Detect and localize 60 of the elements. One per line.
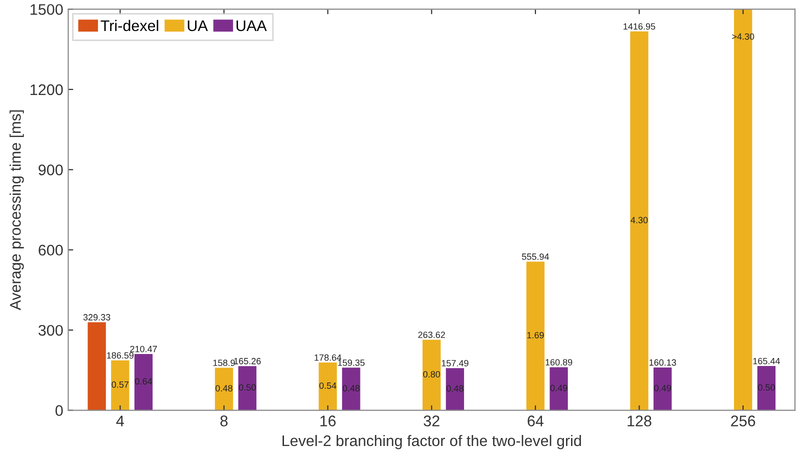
annotation: 0.48 xyxy=(342,385,360,392)
data-label: 1416.95 xyxy=(624,23,656,30)
x-tick-label: 8 xyxy=(220,416,228,426)
y-tick-label: 1500 xyxy=(30,4,63,15)
bar xyxy=(526,262,545,410)
x-tick-label: 32 xyxy=(424,416,440,426)
data-label: 186.59 xyxy=(107,352,134,359)
bar xyxy=(111,360,130,410)
bar xyxy=(446,368,464,410)
annotation: 0.64 xyxy=(135,378,152,385)
x-tick-label: 64 xyxy=(528,416,544,426)
data-label: 210.47 xyxy=(130,346,157,352)
y-tick-label: 1200 xyxy=(30,84,63,96)
annotation: 4.30 xyxy=(630,216,648,224)
x-tick-label: 16 xyxy=(320,416,336,426)
bar xyxy=(134,354,153,410)
data-label: 263.62 xyxy=(418,332,445,338)
legend-label: UAA xyxy=(236,20,267,32)
y-tick-label: 0 xyxy=(55,405,63,416)
x-tick-label: 4 xyxy=(116,416,124,426)
data-label: 158.9 xyxy=(213,360,235,366)
bar xyxy=(734,9,752,410)
annotation: 0.48 xyxy=(216,385,232,392)
legend-label: Tri-dexel xyxy=(100,20,158,32)
annotation: 0.49 xyxy=(654,384,671,392)
bar xyxy=(550,367,568,410)
bar xyxy=(630,31,648,410)
data-label: 160.89 xyxy=(546,359,572,366)
x-axis-title: Level-2 branching factor of the two-level grid xyxy=(282,434,581,450)
y-tick-label: 600 xyxy=(38,244,63,256)
bar xyxy=(318,362,337,410)
bar xyxy=(88,322,106,410)
legend-label: UA xyxy=(188,20,208,32)
bar xyxy=(238,366,256,410)
data-label: 165.26 xyxy=(234,358,261,364)
annotation: 1.69 xyxy=(527,332,544,338)
bar xyxy=(422,340,441,410)
y-tick-label: 900 xyxy=(38,164,63,176)
data-label: 159.35 xyxy=(338,360,365,366)
annotation: 0.50 xyxy=(758,384,775,391)
data-label: 178.64 xyxy=(314,354,342,361)
annotation: 0.57 xyxy=(112,381,128,388)
y-tick-label: 300 xyxy=(38,324,63,336)
data-label: 165.44 xyxy=(753,358,780,364)
annotation: 0.48 xyxy=(446,385,464,392)
bar xyxy=(654,367,672,410)
data-label: 160.13 xyxy=(649,359,676,366)
annotation: 0.80 xyxy=(423,371,440,378)
bar xyxy=(757,366,776,410)
y-axis-title: Average processing time [ms] xyxy=(10,110,24,310)
x-tick-label: 256 xyxy=(731,416,756,426)
x-tick-label: 128 xyxy=(628,416,652,426)
annotation: 0.54 xyxy=(319,382,336,389)
data-label: 157.49 xyxy=(442,360,468,366)
bar xyxy=(214,368,234,410)
data-label: 555.94 xyxy=(522,253,549,260)
annotation: 0.50 xyxy=(238,384,256,391)
bar xyxy=(342,368,360,410)
annotation: 0.49 xyxy=(550,384,568,392)
data-label: 329.33 xyxy=(83,314,110,320)
